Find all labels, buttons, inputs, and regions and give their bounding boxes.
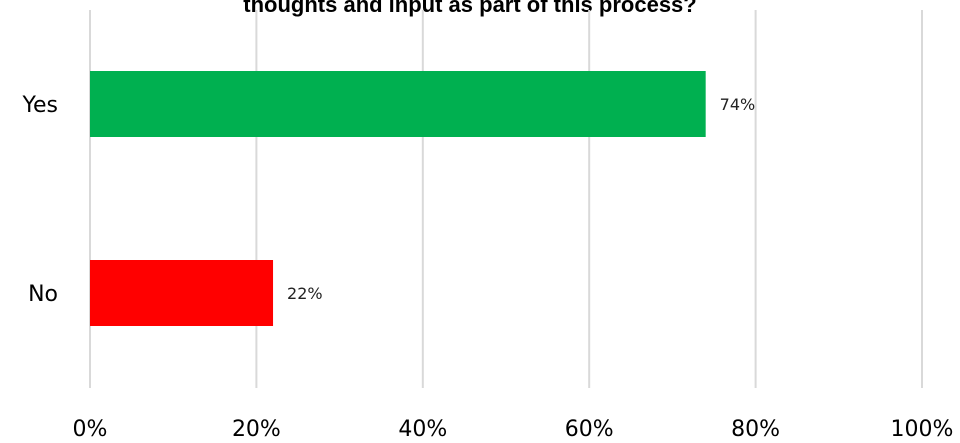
category-label: No <box>28 282 58 307</box>
data-label: 74% <box>720 95 756 114</box>
category-labels: Yes No <box>21 93 58 307</box>
data-labels: 74% 22% <box>287 95 755 303</box>
x-tick-label: 40% <box>398 417 447 442</box>
bar <box>90 71 706 137</box>
gridlines <box>89 10 923 388</box>
x-tick-label: 100% <box>891 417 954 442</box>
data-label: 22% <box>287 284 323 303</box>
x-tick-label: 20% <box>232 417 281 442</box>
x-tick-label: 80% <box>731 417 780 442</box>
x-axis-tick-labels: 0% 20% 40% 60% 80% 100% <box>73 417 954 442</box>
bar <box>90 260 274 326</box>
bars <box>90 71 706 326</box>
chart-title: thoughts and input as part of this proce… <box>243 0 696 17</box>
category-label: Yes <box>21 93 58 118</box>
x-tick-label: 0% <box>73 417 108 442</box>
x-tick-label: 60% <box>565 417 614 442</box>
